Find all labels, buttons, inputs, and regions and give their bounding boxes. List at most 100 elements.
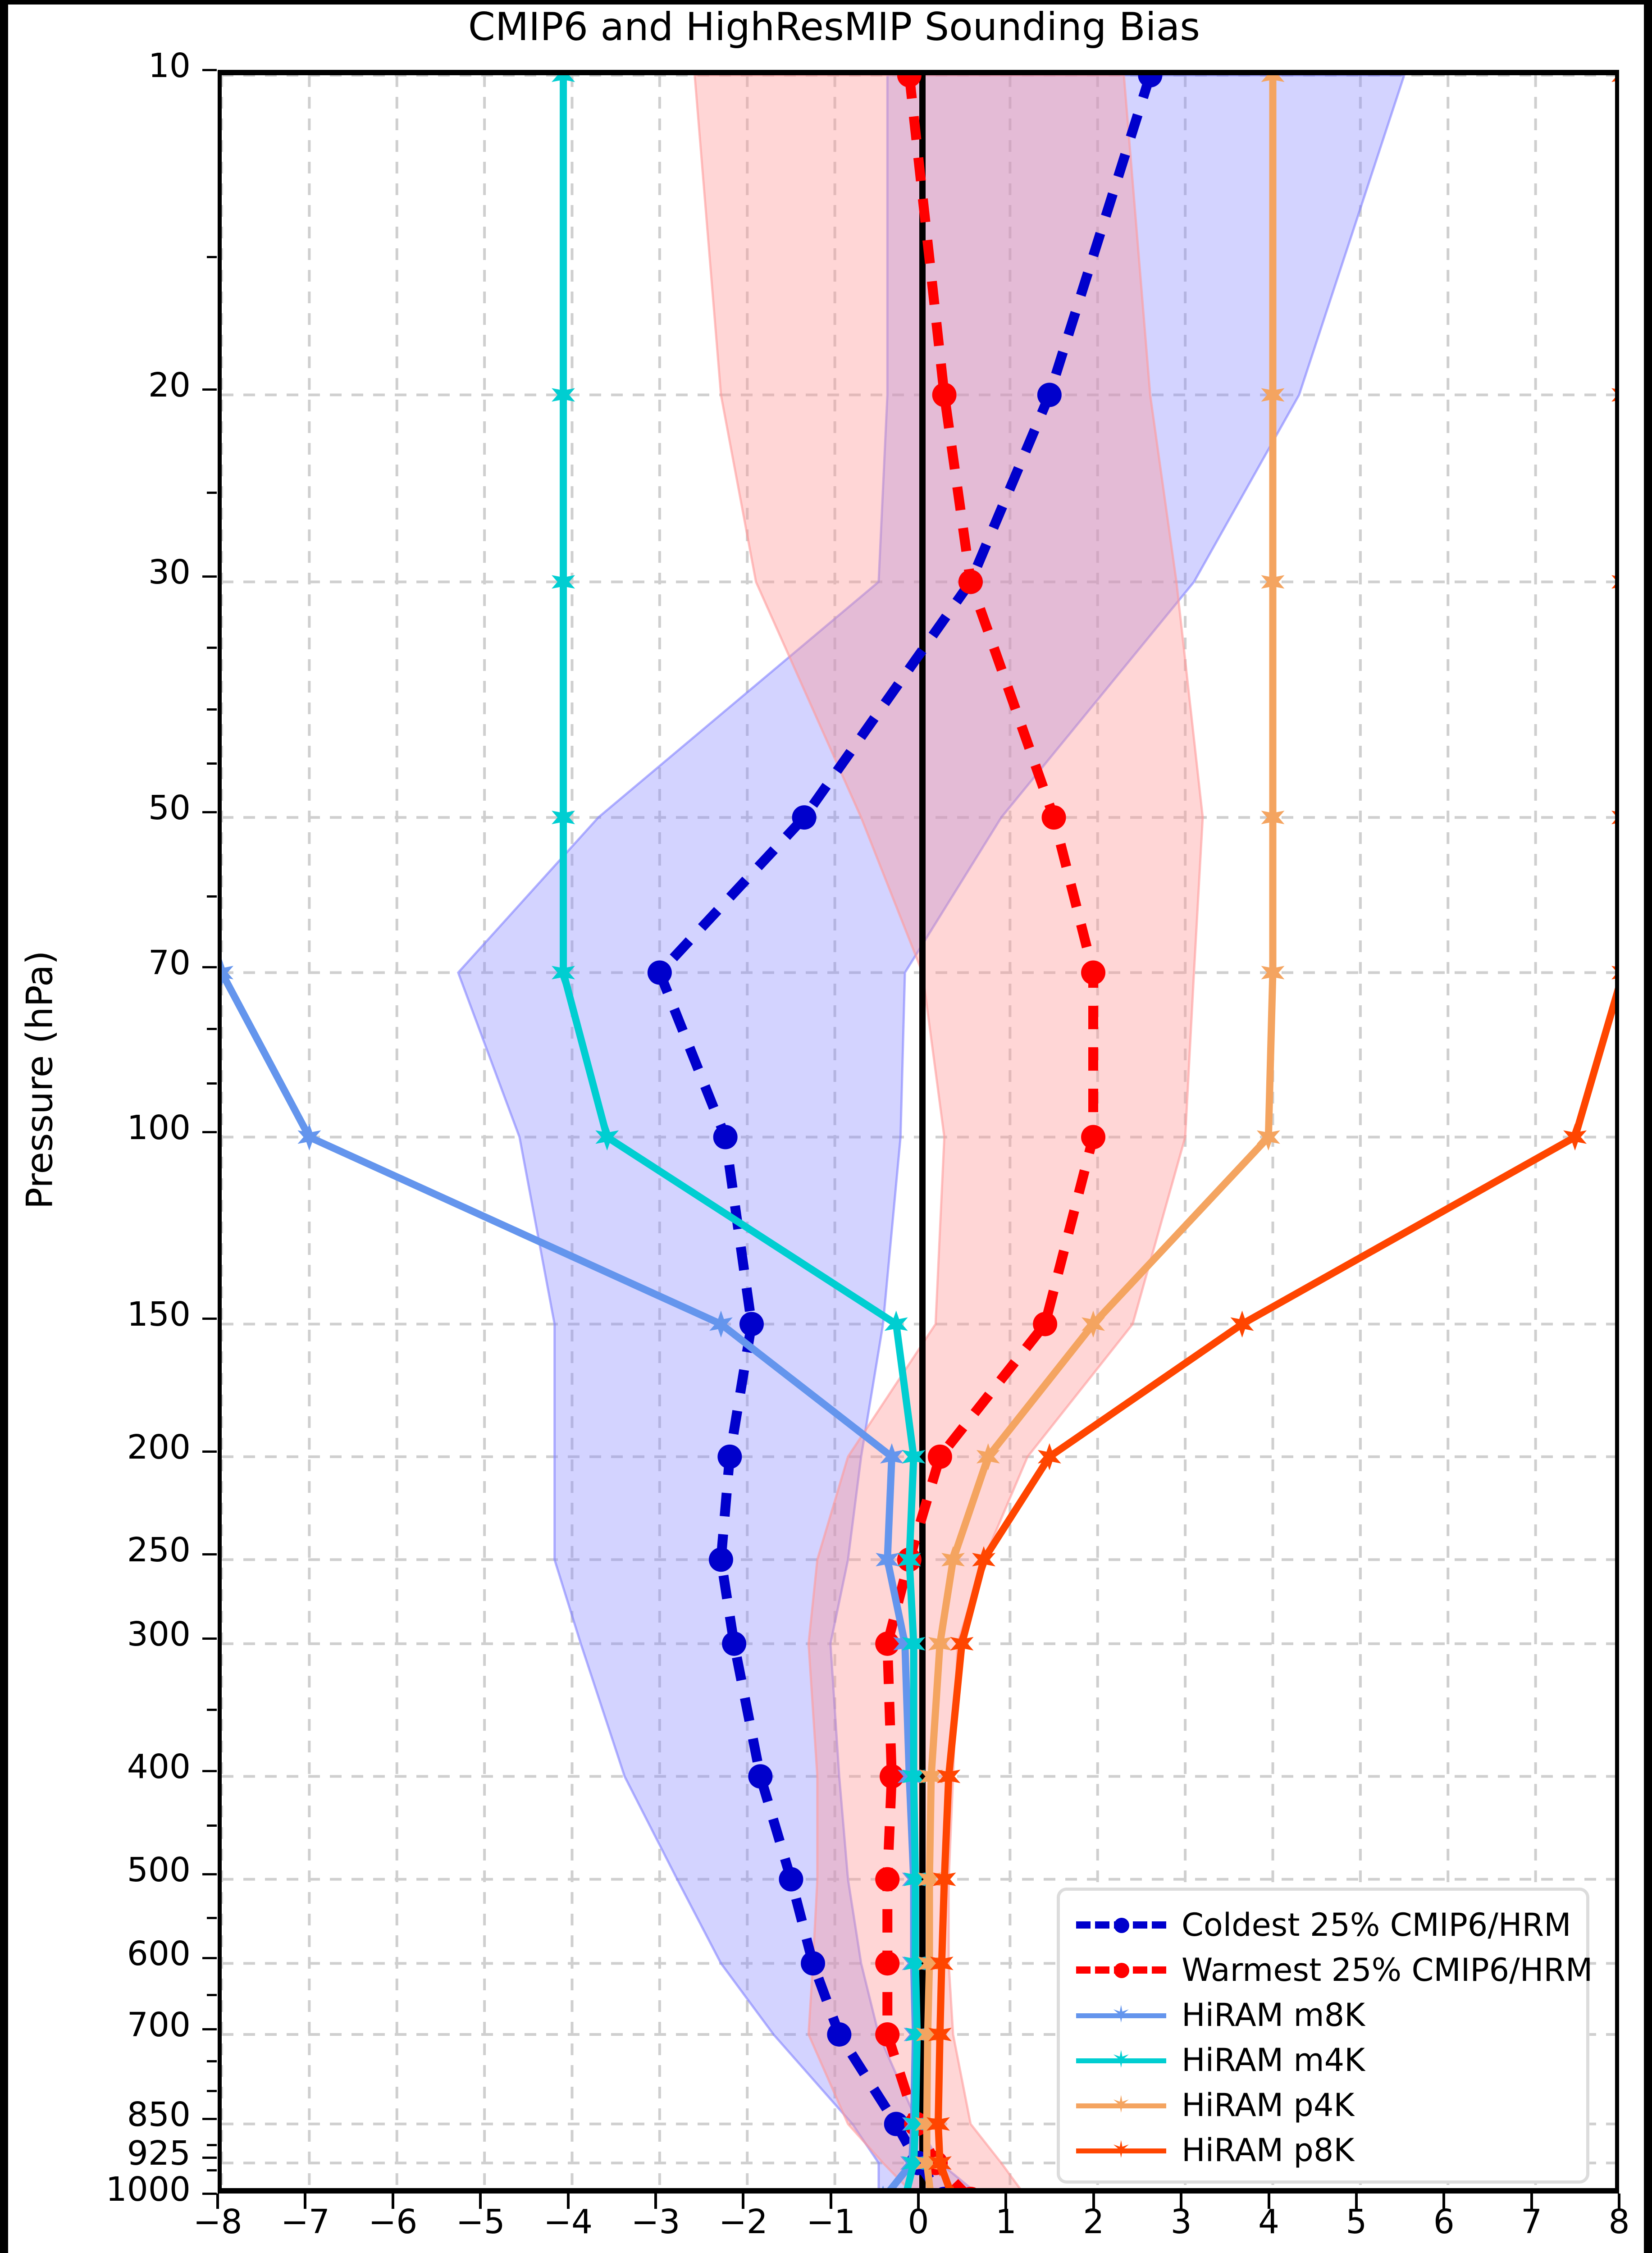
legend-item-4[interactable]: ✶ HiRAM p4K xyxy=(1076,2083,1586,2128)
x-tick-mark xyxy=(1092,2194,1095,2209)
legend-item-3[interactable]: ✶ HiRAM m4K xyxy=(1076,2038,1586,2083)
data-point xyxy=(884,1310,908,1338)
legend-item-1[interactable]: Warmest 25% CMIP6/HRM xyxy=(1076,1947,1593,1993)
legend-star-marker: ✶ xyxy=(1111,2136,1131,2163)
x-tick-mark xyxy=(1618,2194,1620,2209)
data-point xyxy=(919,1763,943,1790)
data-point xyxy=(552,959,575,986)
series-line-0 xyxy=(654,75,1155,2188)
data-point xyxy=(917,1950,941,1977)
plot-clip xyxy=(222,75,1615,2188)
data-point xyxy=(950,1630,974,1657)
legend-swatch: ✶ xyxy=(1076,2136,1166,2163)
data-point xyxy=(1611,75,1615,82)
y-tick-mark xyxy=(202,69,217,71)
data-point xyxy=(902,1443,926,1470)
legend-label: HiRAM p8K xyxy=(1182,2132,1355,2169)
data-point xyxy=(1081,1125,1106,1149)
x-axis-title: CMIP6/HRM Difference from Reanalysis Mea… xyxy=(8,2251,1644,2253)
legend-label: HiRAM p4K xyxy=(1182,2087,1355,2124)
y-tick-mark xyxy=(202,575,217,578)
legend-swatch: ✶ xyxy=(1076,2046,1166,2073)
data-point xyxy=(927,1444,952,1469)
x-tick-label: 4 xyxy=(1258,2203,1280,2241)
y-axis-title: Pressure (hPa) xyxy=(18,950,61,1209)
data-point xyxy=(297,1123,321,1151)
data-point xyxy=(932,1865,956,1893)
x-tick-label: −2 xyxy=(718,2203,768,2241)
y-tick-mark xyxy=(202,1553,217,1556)
data-point xyxy=(893,1630,917,1657)
y-tick-mark xyxy=(202,1450,217,1453)
y-tick-label: 50 xyxy=(148,789,191,828)
data-point xyxy=(928,1630,952,1657)
x-tick-mark xyxy=(654,2194,657,2209)
data-point xyxy=(708,1547,733,1572)
data-point xyxy=(932,383,957,407)
y-tick-mark xyxy=(202,966,217,969)
y-minor-tick-mark xyxy=(207,1994,217,1997)
y-tick-label: 500 xyxy=(127,1850,191,1889)
data-point xyxy=(1138,75,1163,87)
x-tick-mark xyxy=(1442,2194,1446,2209)
y-minor-tick-mark xyxy=(207,491,217,494)
data-point xyxy=(1261,381,1285,409)
legend-item-5[interactable]: ✶ HiRAM p8K xyxy=(1076,2128,1586,2173)
y-minor-tick-mark xyxy=(207,1708,217,1711)
y-minor-tick-mark xyxy=(207,647,217,649)
data-point xyxy=(880,1443,904,1470)
x-tick-mark xyxy=(1180,2194,1183,2209)
y-tick-mark xyxy=(202,1318,217,1320)
y-tick-mark xyxy=(202,1637,217,1640)
x-tick-label: 8 xyxy=(1608,2203,1630,2241)
legend-line-sample xyxy=(1076,2103,1166,2108)
data-point xyxy=(1261,959,1285,986)
y-tick-mark xyxy=(202,1131,217,1133)
legend-swatch xyxy=(1076,1961,1166,1979)
legend-item-2[interactable]: ✶ HiRAM m8K xyxy=(1076,1993,1586,2038)
data-point xyxy=(717,1444,742,1469)
data-point xyxy=(1081,960,1106,985)
data-point xyxy=(779,1867,803,1892)
data-point xyxy=(801,1951,826,1976)
x-tick-mark xyxy=(1530,2194,1533,2209)
data-point xyxy=(875,1867,900,1892)
y-tick-mark xyxy=(202,1873,217,1875)
data-point xyxy=(552,568,575,596)
data-point xyxy=(552,75,575,89)
data-point xyxy=(904,1950,927,1977)
x-tick-mark xyxy=(917,2194,920,2209)
x-tick-mark xyxy=(479,2194,482,2209)
legend-label: HiRAM m8K xyxy=(1182,1997,1365,2034)
data-point xyxy=(917,1865,941,1893)
x-tick-mark xyxy=(1267,2194,1270,2209)
y-minor-tick-mark xyxy=(207,1082,217,1085)
y-tick-mark xyxy=(202,388,217,391)
data-point xyxy=(1611,388,1615,402)
data-point xyxy=(904,2110,927,2138)
y-tick-label: 150 xyxy=(127,1295,191,1334)
data-point xyxy=(595,1123,619,1151)
legend-line-sample xyxy=(1076,2058,1166,2063)
y-tick-label: 600 xyxy=(127,1934,191,1974)
y-minor-tick-mark xyxy=(207,255,217,258)
legend-item-0[interactable]: Coldest 25% CMIP6/HRM xyxy=(1076,1902,1586,1947)
data-point xyxy=(902,2149,926,2177)
legend: Coldest 25% CMIP6/HRM Warmest 25% CMIP6/H… xyxy=(1057,1888,1593,2184)
legend-star-marker: ✶ xyxy=(1111,2091,1131,2118)
y-minor-tick-mark xyxy=(207,708,217,711)
data-point xyxy=(879,1764,904,1789)
data-point xyxy=(647,960,672,985)
data-point xyxy=(1261,568,1285,596)
data-point xyxy=(1037,383,1062,407)
chart-title: CMIP6 and HighResMIP Sounding Bias xyxy=(468,5,1200,50)
data-point xyxy=(926,2110,950,2138)
data-point xyxy=(875,1951,900,1976)
data-point xyxy=(952,2185,954,2188)
legend-star-marker: ✶ xyxy=(1111,2046,1131,2073)
y-tick-label: 70 xyxy=(148,944,191,983)
y-minor-tick-mark xyxy=(207,2144,217,2147)
y-minor-tick-mark xyxy=(207,1028,217,1031)
data-point xyxy=(958,570,983,594)
